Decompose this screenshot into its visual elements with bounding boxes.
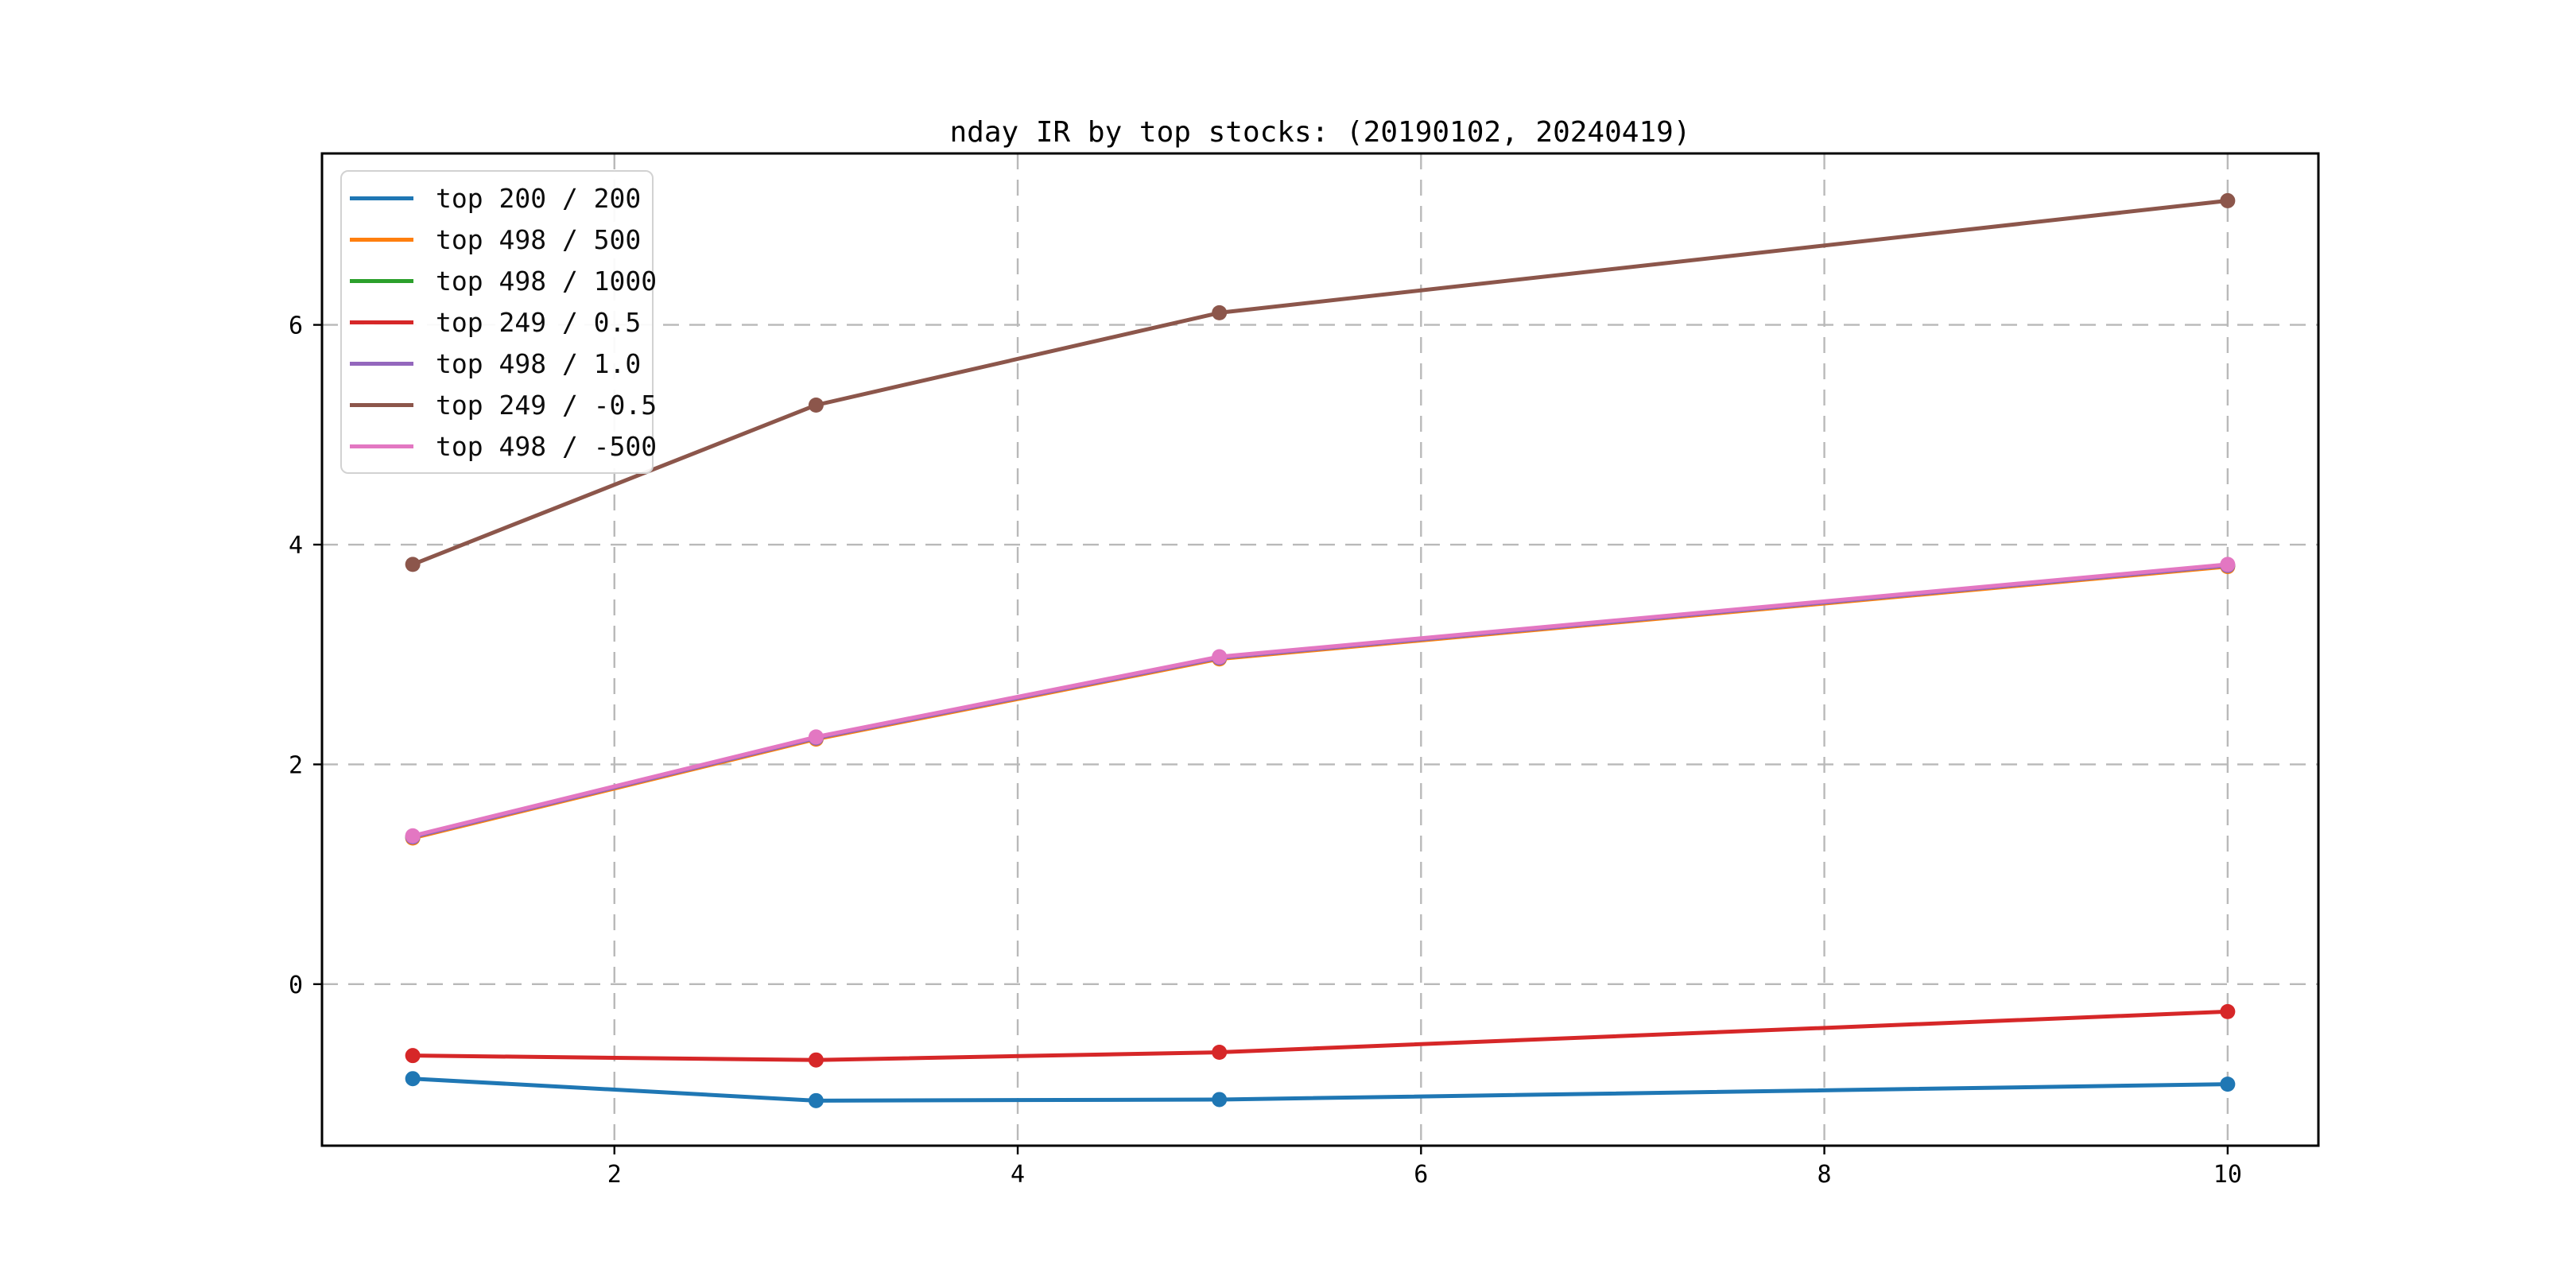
data-point [808,397,824,413]
series-line-5 [410,198,2230,567]
series-line-6 [410,562,2230,838]
series-line-3 [410,1009,2230,1062]
legend-label: top 200 / 200 [436,182,642,214]
legend-line-swatch [350,320,413,324]
legend-line-swatch [350,237,413,242]
legend-item-0: top 200 / 200 [342,177,652,219]
data-point [405,1071,421,1087]
y-tick-label: 6 [289,312,303,340]
series-line-4 [410,563,2230,840]
legend-line-swatch [350,278,413,283]
chart-title: nday IR by top stocks: (20190102, 202404… [949,116,1691,149]
legend-item-6: top 498 / -500 [342,425,657,467]
legend-label: top 249 / 0.5 [436,306,642,338]
data-point [808,729,824,745]
data-point [1212,649,1228,665]
data-point [1212,1092,1228,1108]
legend-label: top 498 / -500 [436,430,658,462]
x-tick-label: 10 [2213,1161,2242,1189]
legend-item-5: top 249 / -0.5 [342,384,657,425]
legend-line-swatch [350,196,413,200]
x-tick-label: 6 [1414,1161,1428,1189]
data-point [2220,1003,2236,1019]
legend-item-1: top 498 / 500 [342,219,652,260]
legend-label: top 498 / 1000 [436,265,658,297]
data-point [808,1092,824,1108]
legend-item-3: top 249 / 0.5 [342,301,652,343]
y-tick-label: 0 [289,972,303,999]
legend: top 200 / 200 top 498 / 500 top 498 / 1000… [340,170,657,474]
data-point [2220,557,2236,572]
x-tick-label: 4 [1011,1161,1025,1189]
legend-label: top 498 / 500 [436,223,642,255]
y-tick-label: 4 [289,532,303,560]
series-line-2 [410,563,2230,840]
data-point [808,1052,824,1068]
x-tick-label: 8 [1818,1161,1832,1189]
data-point [2220,192,2236,208]
legend-line-swatch [350,402,413,407]
legend-label: top 498 / 1.0 [436,347,642,379]
y-tick-label: 2 [289,751,303,779]
x-tick-label: 2 [607,1161,622,1189]
legend-line-swatch [350,444,413,448]
data-point [405,557,421,572]
legend-item-4: top 498 / 1.0 [342,343,652,384]
data-point [2220,1077,2236,1092]
series-line-0 [410,1077,2230,1103]
legend-line-swatch [350,361,413,366]
plot-frame [320,152,2320,1147]
legend-label: top 249 / -0.5 [436,389,658,421]
series-line-1 [410,564,2230,840]
data-point [1212,1045,1228,1061]
data-point [1212,305,1228,320]
data-point [405,1048,421,1064]
legend-item-2: top 498 / 1000 [342,260,657,301]
data-point [405,828,421,844]
